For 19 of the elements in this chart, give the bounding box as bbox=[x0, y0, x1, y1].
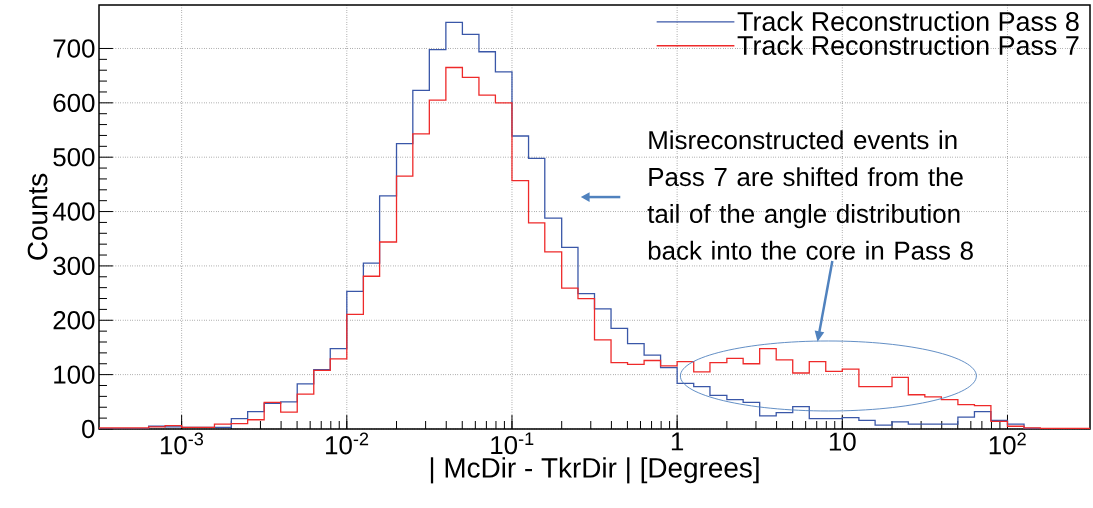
x-tick-label: 10$^{-2}$ bbox=[326, 432, 369, 455]
y-tick-label: 600 bbox=[53, 93, 95, 112]
y-tick-label: 200 bbox=[53, 311, 95, 330]
y-tick-label: 300 bbox=[53, 256, 95, 276]
y-tick-label: 700 bbox=[53, 39, 95, 58]
x-tick-label: 10$^{-1}$ bbox=[491, 432, 534, 455]
x-tick-label: 10$^{2}$ bbox=[989, 432, 1026, 455]
x-tick-label: 10 bbox=[829, 432, 856, 451]
x-tick-label: 10$^{-3}$ bbox=[160, 432, 204, 455]
x-tick-label: 1 bbox=[671, 432, 684, 451]
y-tick-label: 500 bbox=[53, 148, 95, 167]
legend-label: Track Reconstruction Pass 8 bbox=[737, 11, 1079, 32]
y-tick-label: 100 bbox=[54, 365, 95, 384]
y-tick-label: 400 bbox=[52, 202, 95, 221]
y-axis-title: Counts bbox=[27, 173, 48, 260]
y-tick-label: 0 bbox=[82, 419, 95, 439]
x-axis-title: | McDir - TkrDir | [Degrees] bbox=[430, 457, 759, 484]
annotation: Misreconstructed events in Pass 7 are shifted from the tail of the angle distribution back into the core in Pass 8 bbox=[647, 130, 973, 260]
legend-label: Track Reconstruction Pass 7 bbox=[737, 35, 1079, 56]
